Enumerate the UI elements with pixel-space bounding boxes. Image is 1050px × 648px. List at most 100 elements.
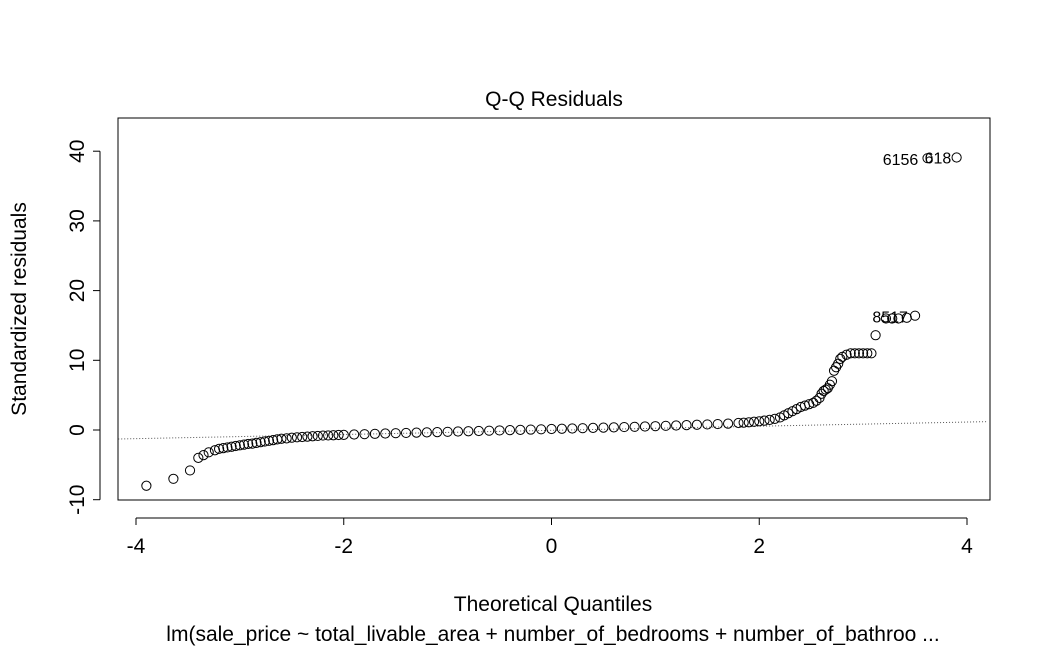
- data-point: [853, 348, 865, 359]
- data-point: [276, 433, 287, 444]
- data-point: [243, 438, 254, 450]
- data-point: [546, 423, 557, 435]
- data-point: [141, 480, 152, 491]
- x-axis: -4 -2 0 2 4: [127, 517, 973, 558]
- data-points: [141, 152, 962, 491]
- data-point: [452, 426, 464, 437]
- y-tick-label: -10: [66, 485, 89, 515]
- data-point: [811, 395, 822, 406]
- data-point: [764, 414, 775, 425]
- data-point: [598, 422, 609, 433]
- data-point: [251, 437, 262, 448]
- data-point: [515, 424, 526, 435]
- data-point: [484, 425, 495, 436]
- x-tick-label: 0: [546, 535, 558, 558]
- data-point: [307, 431, 318, 442]
- data-point: [259, 436, 270, 447]
- data-point: [338, 429, 349, 440]
- x-tick-label: -2: [334, 535, 353, 558]
- data-point: [577, 423, 588, 434]
- data-point: [828, 365, 840, 376]
- data-point: [870, 330, 881, 341]
- data-point: [556, 423, 567, 434]
- x-tick-label: 4: [961, 535, 973, 558]
- data-point: [671, 420, 682, 431]
- point-label: 618: [925, 150, 952, 167]
- data-point: [203, 447, 214, 458]
- data-point: [619, 421, 630, 433]
- data-point: [887, 313, 898, 324]
- data-point: [333, 429, 344, 441]
- data-point: [681, 420, 692, 431]
- data-point: [400, 427, 412, 439]
- data-point: [291, 432, 303, 443]
- data-point: [831, 362, 842, 373]
- data-point: [702, 419, 713, 430]
- data-point: [247, 438, 258, 449]
- data-point: [748, 416, 760, 427]
- data-point: [738, 417, 749, 428]
- point-labels: 6156 618 8517: [872, 150, 951, 326]
- data-point: [463, 426, 474, 437]
- y-axis-label: Standardized residuals: [8, 202, 31, 416]
- data-point: [184, 465, 196, 476]
- data-point: [255, 437, 266, 448]
- data-point: [263, 435, 275, 446]
- data-point: [858, 348, 869, 359]
- data-point: [323, 430, 334, 441]
- data-point: [866, 348, 877, 359]
- data-point: [849, 348, 860, 359]
- data-point: [650, 421, 661, 432]
- data-point: [639, 421, 651, 432]
- data-point: [922, 153, 933, 164]
- data-point: [759, 415, 770, 426]
- data-point: [629, 421, 640, 432]
- data-point: [494, 425, 505, 436]
- data-point: [297, 431, 308, 443]
- data-point: [743, 417, 754, 428]
- data-point: [226, 441, 237, 452]
- data-point: [380, 428, 391, 439]
- data-point: [317, 430, 329, 441]
- data-point: [909, 310, 921, 321]
- data-point: [442, 426, 453, 437]
- x-tick-label: 2: [753, 535, 765, 558]
- data-point: [901, 312, 912, 323]
- data-point: [390, 428, 401, 439]
- data-point: [218, 443, 229, 454]
- data-point: [660, 420, 671, 431]
- data-point: [193, 452, 204, 463]
- data-point: [769, 413, 780, 424]
- y-axis: -10 0 10 20 30 40: [66, 140, 101, 515]
- data-point: [951, 152, 962, 163]
- data-point: [432, 426, 443, 438]
- data-point: [234, 440, 245, 451]
- data-point: [312, 430, 323, 442]
- data-point: [754, 416, 765, 427]
- data-point: [608, 422, 619, 433]
- data-point: [209, 445, 221, 456]
- data-point: [168, 473, 179, 484]
- data-point: [328, 430, 339, 441]
- data-point: [230, 440, 241, 452]
- data-point: [349, 429, 360, 440]
- data-point: [536, 424, 547, 435]
- data-point: [504, 425, 516, 436]
- data-point: [281, 433, 292, 444]
- data-point: [222, 442, 233, 453]
- data-point: [587, 422, 599, 434]
- x-axis-label: Theoretical Quantiles: [454, 593, 652, 616]
- y-tick-label: 10: [66, 349, 89, 372]
- data-point: [712, 418, 723, 430]
- data-point: [733, 417, 744, 429]
- data-point: [691, 419, 703, 430]
- point-label: 8517: [872, 309, 908, 326]
- y-tick-label: 40: [66, 140, 89, 163]
- data-point: [411, 427, 422, 438]
- data-point: [722, 418, 734, 429]
- data-point: [198, 449, 209, 461]
- model-formula-subtitle: lm(sale_price ~ total_livable_area + num…: [166, 623, 939, 646]
- plot-frame: [117, 117, 991, 501]
